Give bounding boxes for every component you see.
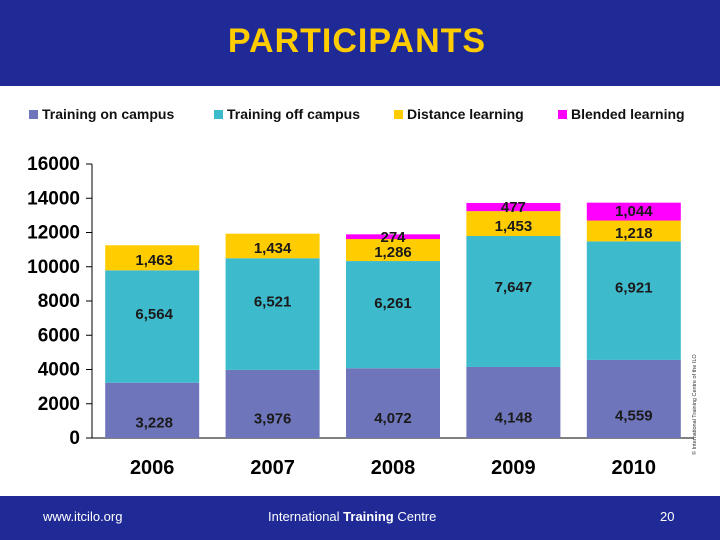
data-label-distance-learning: 1,286 <box>374 244 412 261</box>
footer-organisation-pre: International <box>268 509 344 524</box>
bar-segment-training-off-campus <box>466 236 561 367</box>
bar-segment-training-off-campus <box>346 261 440 369</box>
slide-footer: www.itcilo.org International Training Ce… <box>0 496 720 540</box>
page-number: 20 <box>660 509 675 524</box>
data-label-distance-learning: 1,453 <box>495 218 533 235</box>
y-tick-label: 4000 <box>38 360 80 381</box>
data-label-training-on-campus: 3,976 <box>254 411 292 428</box>
bar-segment-distance-learning <box>346 239 440 262</box>
bar-segment-training-on-campus <box>346 368 440 438</box>
stacked-bar-chart: 0 2000 4000 6000 8000 10000 12000 14000 16000 3,2… <box>27 154 694 479</box>
x-tick-label: 2006 <box>130 457 175 479</box>
legend-swatch-training-on-campus <box>29 109 38 119</box>
bar-segment-training-on-campus <box>225 369 320 438</box>
data-label-training-off-campus: 6,921 <box>615 279 653 296</box>
copyright-note: © International Training Centre of the I… <box>692 354 698 455</box>
slide-title: PARTICIPANTS <box>227 22 487 60</box>
x-tick-label: 2009 <box>491 457 536 479</box>
legend-label-distance-learning: Distance learning <box>407 106 524 122</box>
y-tick-label: 12000 <box>27 223 80 244</box>
data-label-distance-learning: 1,218 <box>615 225 653 242</box>
bar-segment-distance-learning <box>466 211 561 237</box>
bar-segment-training-on-campus <box>466 366 561 438</box>
bar-segment-training-off-campus <box>225 258 320 370</box>
data-label-blended-learning: 274 <box>380 229 406 246</box>
footer-website-link[interactable]: www.itcilo.org <box>43 509 123 524</box>
data-label-training-on-campus: 4,559 <box>615 408 653 425</box>
bar-segment-distance-learning <box>105 245 200 271</box>
footer-organisation-post: Centre <box>393 509 437 524</box>
legend-item-training-on-campus: Training on campus <box>29 106 174 122</box>
legend-swatch-blended-learning <box>558 109 567 119</box>
y-tick-label: 14000 <box>27 188 80 209</box>
bar-segment-distance-learning <box>225 233 320 259</box>
data-label-training-off-campus: 7,647 <box>495 279 533 296</box>
legend-item-training-off-campus: Training off campus <box>214 106 360 122</box>
bar-segment-distance-learning <box>586 220 681 242</box>
legend-label-training-on-campus: Training on campus <box>42 106 175 122</box>
bar-segment-training-on-campus <box>586 359 681 438</box>
legend-label-blended-learning: Blended learning <box>571 106 685 122</box>
legend-item-blended-learning: Blended learning <box>558 106 685 122</box>
y-tick-label: 16000 <box>27 154 80 175</box>
y-tick-label: 6000 <box>38 325 80 346</box>
bar-segment-training-off-campus <box>105 270 200 383</box>
data-label-training-off-campus: 6,564 <box>135 306 173 323</box>
x-tick-label: 2007 <box>250 457 295 479</box>
bar-segment-training-on-campus <box>105 382 200 438</box>
y-tick-label: 2000 <box>38 394 80 415</box>
chart-legend: Training on campus Training off campus D… <box>0 106 720 124</box>
y-tick-label: 8000 <box>38 291 80 312</box>
data-label-training-on-campus: 4,072 <box>374 410 412 427</box>
data-label-training-off-campus: 6,261 <box>374 295 412 312</box>
legend-swatch-distance-learning <box>394 109 403 119</box>
legend-swatch-training-off-campus <box>214 109 223 119</box>
data-label-training-on-campus: 4,148 <box>495 410 533 427</box>
data-label-training-on-campus: 3,228 <box>135 414 173 431</box>
legend-label-training-off-campus: Training off campus <box>227 106 361 122</box>
footer-organisation-bold: Training <box>343 509 394 524</box>
data-label-distance-learning: 1,434 <box>254 240 292 257</box>
bar-segment-blended-learning <box>586 202 681 221</box>
bar-segment-training-off-campus <box>586 241 681 360</box>
data-label-blended-learning: 1,044 <box>615 203 653 220</box>
y-tick-label: 0 <box>69 428 80 449</box>
slide-header <box>0 0 720 86</box>
x-tick-label: 2010 <box>612 457 657 479</box>
data-label-distance-learning: 1,463 <box>135 252 173 269</box>
data-label-training-off-campus: 6,521 <box>254 294 292 311</box>
data-label-blended-learning: 477 <box>501 199 526 216</box>
y-tick-label: 10000 <box>27 257 80 278</box>
bar-segment-blended-learning <box>466 202 561 212</box>
x-tick-label: 2008 <box>371 457 416 479</box>
bar-segment-blended-learning <box>346 234 440 240</box>
legend-item-distance-learning: Distance learning <box>394 106 524 122</box>
footer-organisation: International Training Centre <box>268 509 436 524</box>
